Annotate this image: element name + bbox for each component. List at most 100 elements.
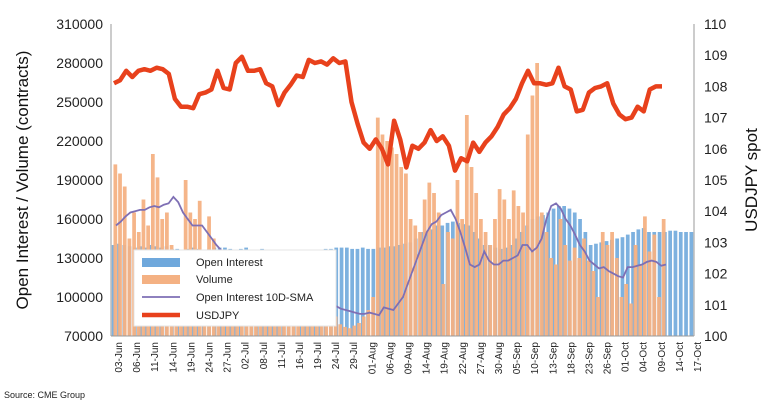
- y-left-tick-labels: 70000 100000 130000 160000 190000 220000 25000…: [56, 16, 103, 344]
- volume-bar: [404, 173, 408, 336]
- x-tick-label: 19-Jun: [186, 342, 197, 373]
- y-right-tick-label: 101: [704, 297, 728, 313]
- x-tick-label: 30-Aug: [494, 342, 505, 374]
- x-tick-label: 11-Jun: [150, 342, 161, 372]
- volume-bar: [450, 238, 455, 336]
- volume-bar: [347, 328, 352, 336]
- volume-bar: [127, 238, 132, 336]
- open-interest-bar: [631, 232, 635, 336]
- volume-bar: [549, 258, 554, 336]
- volume-bar: [516, 206, 521, 336]
- volume-bar: [657, 297, 661, 336]
- open-interest-bar: [509, 245, 514, 336]
- open-interest-bar: [392, 246, 397, 336]
- volume-bar: [525, 134, 530, 336]
- x-tick-label: 10-Sep: [530, 342, 541, 375]
- volume-bar: [502, 199, 507, 336]
- x-tick-labels: 03-Jun 06-Jun 11-Jun 14-Jun 19-Jun 24-Jun 27-J…: [114, 342, 704, 375]
- open-interest-bar: [689, 232, 694, 336]
- volume-bar: [469, 167, 474, 336]
- volume-bar: [371, 297, 375, 336]
- volume-bar: [647, 251, 652, 336]
- volume-bar: [436, 212, 441, 336]
- volume-bar: [418, 232, 422, 336]
- x-tick-label: 05-Sep: [512, 342, 523, 375]
- volume-bar: [310, 320, 315, 336]
- open-interest-bar: [514, 238, 519, 336]
- legend: Open Interest Volume Open Interest 10D-S…: [133, 249, 337, 327]
- legend-label-usdjpy: USDJPY: [196, 310, 240, 322]
- x-tick-label: 06-Aug: [385, 342, 396, 374]
- x-tick-label: 11-Jul: [277, 342, 288, 369]
- volume-bar: [464, 115, 469, 336]
- volume-bar: [563, 245, 568, 336]
- x-tick-label: 14-Aug: [422, 342, 433, 374]
- volume-bar: [446, 232, 450, 336]
- y-right-tick-label: 102: [704, 266, 728, 282]
- x-tick-label: 09-Aug: [404, 342, 415, 374]
- y-left-tick-label: 100000: [56, 289, 103, 305]
- volume-bar: [329, 320, 333, 336]
- y-left-tick-label: 310000: [56, 16, 103, 32]
- volume-bar: [600, 232, 605, 336]
- y-right-tick-label: 108: [704, 78, 728, 94]
- volume-bar: [352, 325, 357, 336]
- volume-bar: [544, 232, 549, 336]
- open-interest-bar: [350, 248, 355, 336]
- x-tick-label: 14-Oct: [675, 342, 686, 372]
- x-tick-label: 02-Jul: [241, 342, 252, 369]
- open-interest-bar: [366, 248, 370, 336]
- volume-bar: [113, 164, 118, 336]
- volume-bar: [300, 317, 305, 336]
- volume-bar: [614, 258, 619, 336]
- x-tick-label: 06-Jun: [132, 342, 143, 373]
- legend-label-open-interest: Open Interest: [196, 257, 263, 269]
- x-tick-label: 23-Sep: [584, 342, 595, 375]
- x-tick-label: 14-Jun: [168, 342, 179, 373]
- volume-bar: [558, 219, 563, 336]
- volume-bar: [150, 154, 155, 336]
- volume-bar: [535, 63, 539, 336]
- x-tick-label: 19-Aug: [440, 342, 451, 374]
- x-tick-label: 17-Oct: [693, 342, 704, 372]
- volume-bar: [455, 180, 460, 336]
- volume-bar: [375, 117, 380, 336]
- x-tick-label: 03-Jun: [114, 342, 125, 373]
- volume-bar: [483, 232, 488, 336]
- x-tick-label: 22-Aug: [458, 342, 469, 374]
- volume-bar: [652, 234, 657, 336]
- volume-bar: [479, 219, 483, 336]
- volume-bar: [427, 182, 432, 336]
- volume-bar: [643, 216, 647, 336]
- open-interest-bar: [594, 243, 598, 336]
- volume-bar: [361, 316, 366, 336]
- volume-bar: [577, 258, 582, 336]
- volume-bar: [507, 219, 511, 336]
- volume-bar: [638, 264, 643, 336]
- open-interest-bar: [588, 245, 593, 336]
- legend-swatch-open-interest: [142, 258, 180, 267]
- open-interest-bar: [551, 208, 556, 336]
- volume-bar: [591, 271, 596, 336]
- volume-bar: [432, 193, 436, 336]
- volume-bar: [493, 219, 497, 336]
- y-left-tick-label: 220000: [56, 133, 103, 149]
- volume-bar: [586, 260, 591, 336]
- x-tick-label: 24-Jul: [331, 342, 342, 369]
- open-interest-bar: [466, 225, 471, 336]
- legend-label-sma: Open Interest 10D-SMA: [196, 292, 314, 304]
- y-left-tick-label: 130000: [56, 250, 103, 266]
- x-tick-label: 24-Jun: [204, 342, 215, 373]
- volume-bar: [413, 225, 418, 336]
- volume-bar: [521, 212, 525, 336]
- y-right-axis-title: USDJPY spot: [742, 128, 761, 232]
- volume-bar: [122, 186, 127, 336]
- volume-bar: [319, 317, 324, 336]
- volume-bar: [118, 173, 122, 336]
- legend-label-volume: Volume: [196, 274, 233, 286]
- volume-bar: [324, 323, 329, 336]
- x-tick-label: 27-Aug: [476, 342, 487, 374]
- volume-bar: [380, 134, 385, 336]
- open-interest-bar: [678, 232, 683, 336]
- volume-bar: [422, 199, 427, 336]
